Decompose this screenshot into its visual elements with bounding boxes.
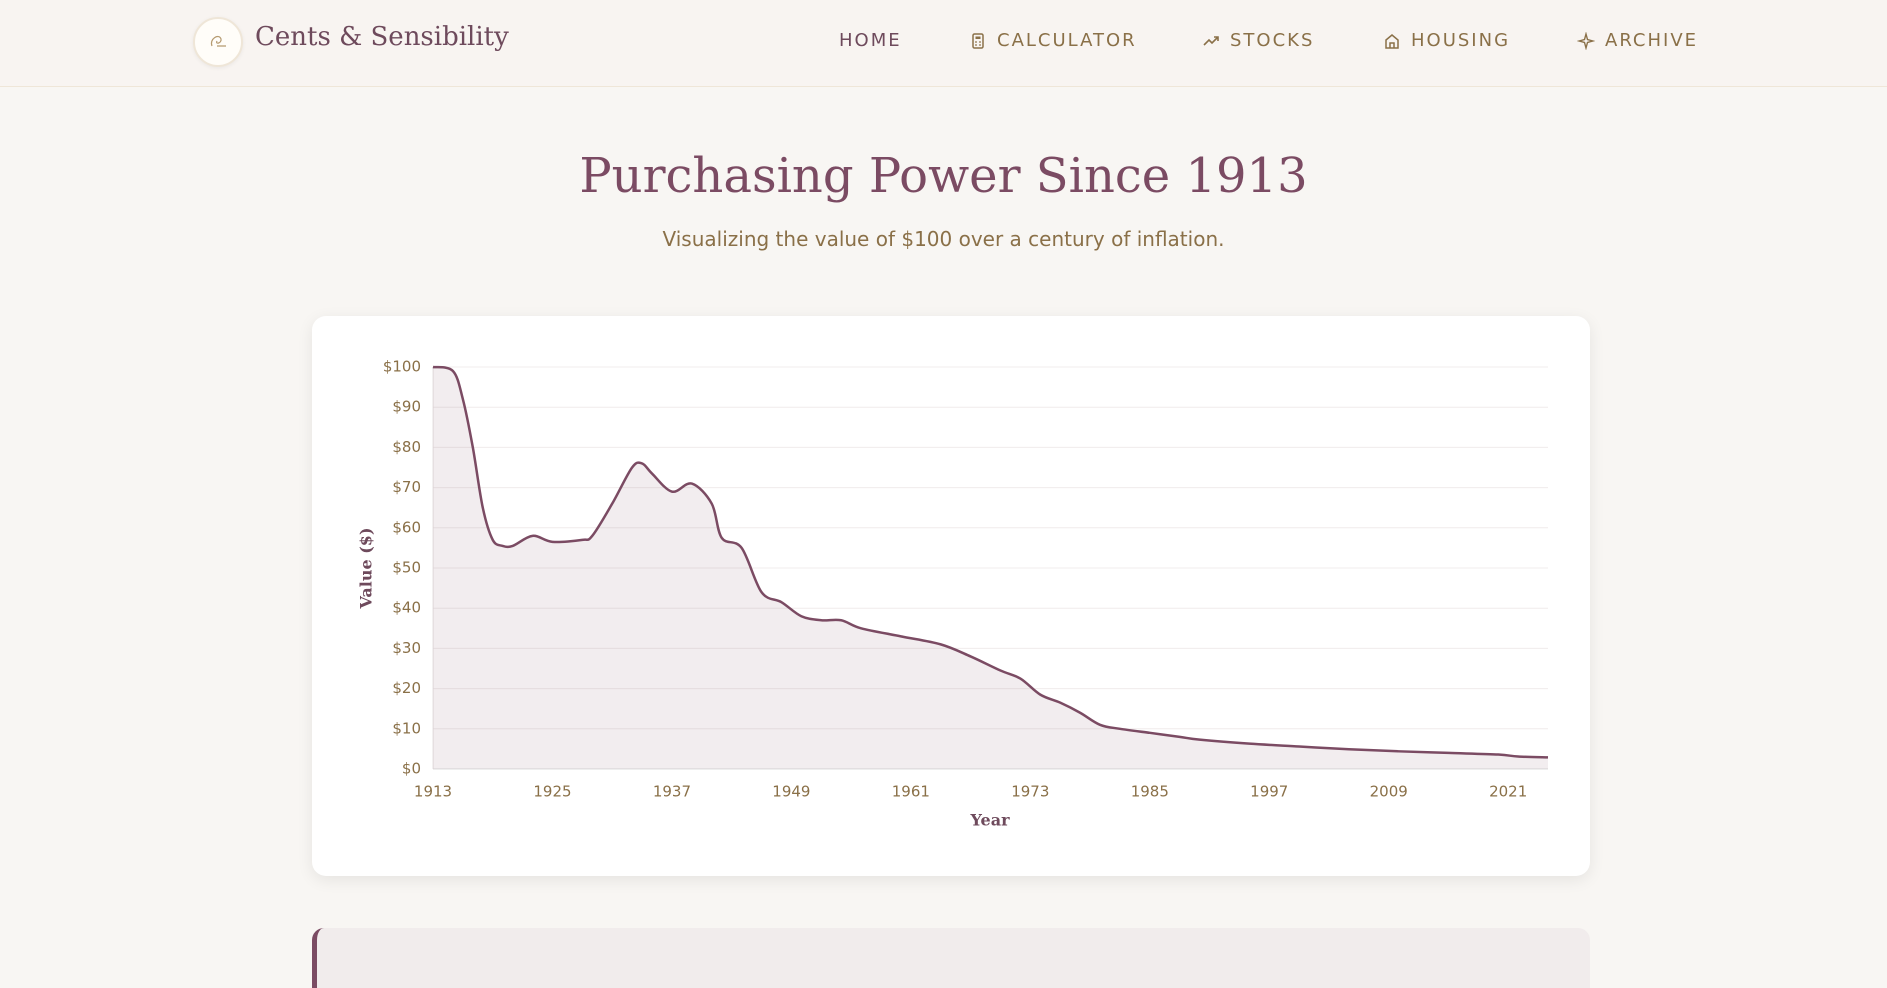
navbar: Cents & Sensibility HOME CALCULATOR STOC… bbox=[0, 0, 1887, 87]
y-tick-label: $20 bbox=[392, 679, 421, 697]
nav-link-text: HOME bbox=[839, 30, 902, 51]
y-tick-label: $50 bbox=[392, 559, 421, 577]
x-tick-label: 1961 bbox=[892, 783, 930, 801]
calculator-icon bbox=[972, 32, 984, 49]
housing-icon bbox=[1385, 33, 1399, 49]
archive-icon bbox=[1577, 31, 1595, 50]
nav-link-text: HOUSING bbox=[1411, 30, 1511, 51]
brand[interactable]: Cents & Sensibility bbox=[255, 22, 509, 52]
y-axis-title: Value ($) bbox=[357, 527, 376, 609]
y-tick-label: $70 bbox=[392, 478, 421, 496]
data-line bbox=[432, 365, 1549, 759]
nav-link[interactable]: STOCKS bbox=[1202, 30, 1314, 51]
logo-icon bbox=[210, 35, 226, 47]
page-title: Purchasing Power Since 1913 bbox=[579, 148, 1308, 204]
x-tick-label: 1985 bbox=[1131, 783, 1169, 801]
x-tick-label: 2009 bbox=[1370, 783, 1408, 801]
x-axis-title: Year bbox=[969, 811, 1010, 830]
y-tick-label: $100 bbox=[383, 358, 421, 376]
nav-link[interactable]: HOME bbox=[839, 30, 902, 51]
nav-link-text: STOCKS bbox=[1230, 30, 1315, 51]
nav-link[interactable]: HOUSING bbox=[1383, 30, 1510, 51]
nav-link-text: CALCULATOR bbox=[997, 30, 1137, 51]
y-tick-label: $60 bbox=[392, 518, 421, 536]
x-tick-label: 1913 bbox=[414, 783, 452, 801]
x-tick-label: 1973 bbox=[1011, 783, 1049, 801]
x-tick-label: 1937 bbox=[653, 783, 691, 801]
y-tick-label: $10 bbox=[392, 719, 421, 737]
x-tick-label: 1997 bbox=[1250, 783, 1288, 801]
y-tick-label: $30 bbox=[392, 639, 421, 657]
nav-link-text: ARCHIVE bbox=[1605, 30, 1699, 51]
chart: Year Value ($) $0 $10 $20 $30 $40 $50 $60 $70 $8… bbox=[357, 358, 1549, 830]
x-tick-label: 2021 bbox=[1489, 783, 1527, 801]
y-tick-label: $40 bbox=[392, 599, 421, 617]
y-tick-label: $80 bbox=[392, 438, 421, 456]
nav-link[interactable]: CALCULATOR bbox=[969, 30, 1137, 51]
x-tick-label: 1949 bbox=[772, 783, 810, 801]
y-tick-label: $0 bbox=[402, 760, 421, 778]
logo[interactable] bbox=[193, 17, 243, 67]
x-tick-label: 1925 bbox=[533, 783, 571, 801]
nav-link[interactable]: ARCHIVE bbox=[1577, 30, 1698, 51]
info-card bbox=[312, 928, 1590, 988]
area-fill bbox=[433, 367, 1548, 769]
chart-card: Year Value ($) $0 $10 $20 $30 $40 $50 $60 $70 $8… bbox=[312, 316, 1590, 876]
stocks-icon bbox=[1203, 35, 1219, 46]
page-subtitle: Visualizing the value of $100 over a cen… bbox=[662, 227, 1225, 251]
y-tick-label: $90 bbox=[392, 398, 421, 416]
